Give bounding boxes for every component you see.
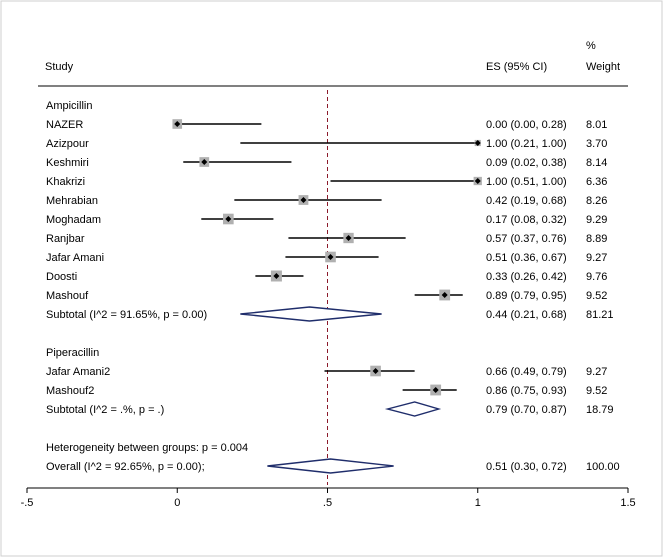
study-name: Mashouf2 xyxy=(46,385,94,397)
weight-label: 9.29 xyxy=(586,214,607,226)
weight-label: 8.89 xyxy=(586,233,607,245)
subtotal-label: Subtotal (I^2 = 91.65%, p = 0.00) xyxy=(46,309,207,321)
point-estimate xyxy=(474,140,481,146)
effect-size-label: 0.00 (0.00, 0.28) xyxy=(486,119,567,131)
weight-label: 9.76 xyxy=(586,271,607,283)
weight-label: 3.70 xyxy=(586,138,607,150)
point-estimate xyxy=(372,368,379,374)
heterogeneity-label: Heterogeneity between groups: p = 0.004 xyxy=(46,442,248,454)
overall-effect-size: 0.51 (0.30, 0.72) xyxy=(486,461,567,473)
effect-size-label: 0.57 (0.37, 0.76) xyxy=(486,233,567,245)
header-study: Study xyxy=(45,61,74,73)
subtotal-diamond xyxy=(384,401,442,417)
weight-label: 9.52 xyxy=(586,385,607,397)
header-es: ES (95% CI) xyxy=(486,61,547,73)
weight-label: 9.52 xyxy=(586,290,607,302)
overall-diamond xyxy=(267,458,394,474)
study-name: Khakrizi xyxy=(46,176,85,188)
study-name: Azizpour xyxy=(46,138,89,150)
weight-label: 9.27 xyxy=(586,252,607,264)
weight-label: 8.14 xyxy=(586,157,607,169)
effect-size-label: 0.51 (0.36, 0.67) xyxy=(486,252,567,264)
weight-label: 8.01 xyxy=(586,119,607,131)
subtotal-weight: 18.79 xyxy=(586,404,614,416)
study-name: Mashouf xyxy=(46,290,89,302)
point-estimate xyxy=(225,216,232,222)
point-estimate xyxy=(300,197,307,203)
overall-label: Overall (I^2 = 92.65%, p = 0.00); xyxy=(46,461,205,473)
header-weight: Weight xyxy=(586,61,620,73)
effect-size-label: 0.86 (0.75, 0.93) xyxy=(486,385,567,397)
study-name: NAZER xyxy=(46,119,83,131)
effect-size-label: 1.00 (0.21, 1.00) xyxy=(486,138,567,150)
effect-size-label: 0.17 (0.08, 0.32) xyxy=(486,214,567,226)
point-estimate xyxy=(174,121,181,127)
effect-size-label: 0.09 (0.02, 0.38) xyxy=(486,157,567,169)
effect-size-label: 0.42 (0.19, 0.68) xyxy=(486,195,567,207)
study-name: Jafar Amani2 xyxy=(46,366,110,378)
weight-label: 8.26 xyxy=(586,195,607,207)
study-name: Moghadam xyxy=(46,214,101,226)
point-estimate xyxy=(327,254,334,260)
x-tick-label: .5 xyxy=(323,497,332,509)
subtotal-effect-size: 0.79 (0.70, 0.87) xyxy=(486,404,567,416)
point-estimate xyxy=(345,235,352,241)
group-label: Ampicillin xyxy=(46,100,92,112)
x-tick-label: 1 xyxy=(475,497,481,509)
effect-size-label: 1.00 (0.51, 1.00) xyxy=(486,176,567,188)
effect-size-label: 0.89 (0.79, 0.95) xyxy=(486,290,567,302)
effect-size-label: 0.66 (0.49, 0.79) xyxy=(486,366,567,378)
point-estimate xyxy=(273,273,280,279)
subtotal-effect-size: 0.44 (0.21, 0.68) xyxy=(486,309,567,321)
study-name: Keshmiri xyxy=(46,157,89,169)
weight-label: 9.27 xyxy=(586,366,607,378)
point-estimate xyxy=(432,387,439,393)
study-name: Ranjbar xyxy=(46,233,85,245)
overall-weight: 100.00 xyxy=(586,461,620,473)
subtotal-label: Subtotal (I^2 = .%, p = .) xyxy=(46,404,164,416)
weight-label: 6.36 xyxy=(586,176,607,188)
x-tick-label: -.5 xyxy=(21,497,34,509)
subtotal-diamond xyxy=(240,306,382,322)
group-label: Piperacillin xyxy=(46,347,99,359)
study-name: Mehrabian xyxy=(46,195,98,207)
study-name: Jafar Amani xyxy=(46,252,104,264)
subtotal-weight: 81.21 xyxy=(586,309,614,321)
x-tick-label: 0 xyxy=(174,497,180,509)
point-estimate xyxy=(441,292,448,298)
x-tick-label: 1.5 xyxy=(620,497,635,509)
header-weight-percent: % xyxy=(586,40,596,52)
effect-size-label: 0.33 (0.26, 0.42) xyxy=(486,271,567,283)
point-estimate xyxy=(474,178,481,184)
study-name: Doosti xyxy=(46,271,77,283)
point-estimate xyxy=(201,159,208,165)
